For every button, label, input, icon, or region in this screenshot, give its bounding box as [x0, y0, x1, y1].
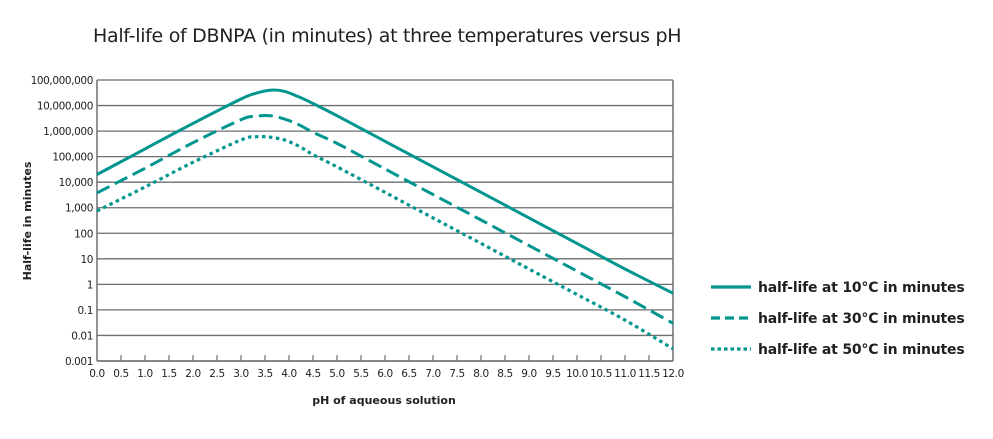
x-tick-label: 0.5 [113, 368, 129, 380]
x-tick-label: 7.5 [449, 368, 465, 380]
x-tick-label: 10.5 [590, 368, 612, 380]
y-axis-label: Half-life in minutes [21, 161, 34, 280]
y-tick-label: 0.1 [78, 305, 94, 317]
x-tick-label: 9.0 [521, 368, 537, 380]
x-tick-label: 11.5 [638, 368, 660, 380]
y-tick-label: 1 [87, 279, 93, 291]
x-tick-label: 11.0 [614, 368, 636, 380]
x-tick-label: 1.0 [137, 368, 153, 380]
legend-label: half-life at 10°C in minutes [758, 280, 964, 296]
x-tick-label: 8.0 [473, 368, 489, 380]
x-tick-label: 8.5 [497, 368, 513, 380]
legend-label: half-life at 30°C in minutes [758, 311, 964, 327]
series-line-solid [96, 88, 674, 295]
chart-title: Half-life of DBNPA (in minutes) at three… [93, 25, 681, 47]
axes [96, 80, 674, 362]
x-tick-label: 6.5 [401, 368, 417, 380]
series-line-dashed [96, 114, 674, 325]
y-tick-label: 0.001 [65, 356, 93, 368]
y-tick-label: 0.01 [71, 330, 93, 342]
y-axis-ticks: 100,000,000 10,000,000 1,000,000 100,000 10,… [31, 75, 94, 368]
x-tick-label: 12.0 [662, 368, 684, 380]
grid [97, 79, 673, 362]
x-tick-label: 1.5 [161, 368, 177, 380]
y-tick-label: 1,000,000 [43, 126, 93, 138]
x-tick-label: 2.5 [209, 368, 225, 380]
x-tick-label: 5.5 [353, 368, 369, 380]
x-tick-label: 3.5 [257, 368, 273, 380]
y-tick-label: 100 [74, 228, 93, 240]
x-tick-label: 3.0 [233, 368, 249, 380]
x-axis-label: pH of aqueous solution [312, 394, 456, 407]
x-axis-ticks: 0.0 0.5 1.0 1.5 2.0 2.5 3.0 3.5 4.0 4.5 5.0 5.5 6.0 6… [89, 355, 684, 380]
x-tick-label: 10.0 [566, 368, 588, 380]
series-lines [96, 88, 674, 351]
x-tick-label: 2.0 [185, 368, 201, 380]
legend-label: half-life at 50°C in minutes [758, 342, 964, 358]
y-tick-label: 10 [80, 254, 93, 266]
y-tick-label: 10,000 [59, 177, 93, 189]
x-tick-label: 5.0 [329, 368, 345, 380]
y-tick-label: 1,000 [65, 203, 93, 215]
series-line-dotted [96, 134, 674, 351]
x-tick-label: 6.0 [377, 368, 393, 380]
x-tick-label: 4.0 [281, 368, 297, 380]
legend: half-life at 10°C in minutes half-life at… [711, 280, 965, 358]
x-tick-label: 9.5 [545, 368, 561, 380]
y-tick-label: 10,000,000 [37, 101, 93, 113]
x-tick-label: 7.0 [425, 368, 441, 380]
x-tick-label: 0.0 [89, 368, 105, 380]
y-tick-label: 100,000,000 [31, 75, 93, 87]
y-tick-label: 100,000 [52, 152, 93, 164]
x-tick-label: 4.5 [305, 368, 321, 380]
